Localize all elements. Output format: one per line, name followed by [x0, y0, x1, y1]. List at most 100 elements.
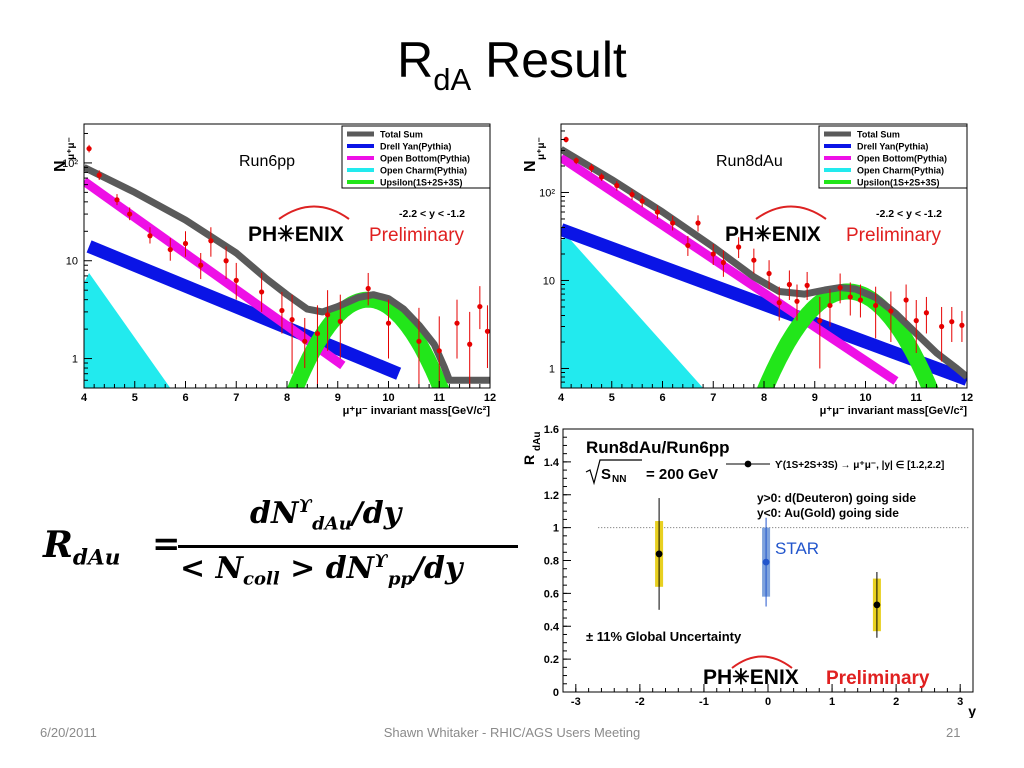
- x-tick-label: 6: [659, 392, 665, 404]
- open-charm-band: [561, 234, 704, 388]
- data-point: [710, 251, 716, 257]
- data-point: [416, 338, 422, 344]
- formula-numerator: dNϒdAu/dy: [250, 496, 402, 535]
- data-point: [385, 320, 392, 326]
- y-tick-label: 1: [549, 363, 555, 375]
- x-tick-label: -3: [571, 696, 581, 708]
- y-axis-label: N: [522, 160, 539, 172]
- x-tick-label: 4: [81, 392, 88, 404]
- phenix-data-point: [655, 550, 663, 558]
- data-point: [147, 233, 153, 239]
- x-tick-label: 9: [335, 392, 341, 404]
- slide-title: RdA Result: [0, 30, 1024, 97]
- note-gold: y<0: Au(Gold) going side: [757, 506, 899, 520]
- data-point: [467, 341, 473, 347]
- open-bottom-band: [84, 177, 346, 370]
- data-point: [114, 197, 120, 203]
- phenix-logo-arc: [731, 655, 793, 669]
- note-deuteron: y>0: d(Deuteron) going side: [757, 491, 916, 505]
- data-point: [96, 172, 102, 178]
- global-uncertainty-label: ± 11% Global Uncertainty: [586, 629, 742, 644]
- rdau-formula: RdAu = dNϒdAu/dy < Ncoll > dNϒpp/dy: [40, 496, 518, 596]
- star-label: STAR: [775, 539, 819, 558]
- data-point: [484, 328, 490, 334]
- data-point: [302, 338, 308, 344]
- footer-page-number: 21: [946, 725, 961, 740]
- x-tick-label: 10: [382, 392, 394, 404]
- x-tick-label: 4: [558, 392, 565, 404]
- data-point: [563, 136, 569, 143]
- preliminary-label: Preliminary: [846, 225, 942, 246]
- x-tick-label: 2: [893, 696, 899, 708]
- drell-yan-band: [86, 240, 402, 380]
- phenix-logo-arc: [278, 205, 350, 220]
- data-point: [873, 302, 879, 309]
- data-point: [127, 211, 133, 217]
- data-point: [766, 270, 772, 277]
- phenix-data-point: [873, 601, 881, 609]
- open-charm-band: [84, 272, 171, 388]
- legend-entry: ϒ(1S+2S+3S) → μ⁺μ⁻, |y| ∈ [1.2,2.2]: [775, 460, 944, 471]
- x-tick-label: 10: [859, 392, 871, 404]
- phenix-logo: PH✳ENIX: [703, 666, 799, 689]
- x-tick-label: 7: [233, 392, 239, 404]
- title-subscript: dA: [433, 62, 472, 97]
- data-point: [614, 182, 620, 189]
- x-axis-label: y: [968, 703, 976, 718]
- x-tick-label: 11: [910, 392, 922, 404]
- x-tick-label: 8: [284, 392, 290, 404]
- drell-yan-band: [561, 223, 967, 386]
- x-tick-label: 9: [812, 392, 818, 404]
- sqrt-s-subscript: NN: [612, 474, 626, 485]
- legend-entry: Total Sum: [857, 130, 900, 140]
- data-point: [629, 191, 635, 198]
- rapidity-cut-label: -2.2 < y < -1.2: [876, 208, 942, 220]
- data-point: [923, 310, 929, 316]
- y-tick-label: 10: [66, 256, 78, 268]
- legend-entry: Open Charm(Pythia): [380, 166, 467, 176]
- data-point: [314, 330, 321, 337]
- data-point: [588, 165, 595, 171]
- open-bottom-band: [561, 153, 899, 385]
- run-label: Run6pp: [239, 153, 295, 170]
- data-point: [573, 158, 579, 164]
- y-tick-label: 0.6: [544, 588, 559, 600]
- plot-area: [84, 144, 490, 388]
- y-tick-label: 0.8: [544, 556, 559, 568]
- footer-center: Shawn Whitaker - RHIC/AGS Users Meeting: [383, 725, 641, 740]
- phenix-logo: PH✳ENIX: [248, 223, 344, 246]
- data-point: [959, 322, 965, 328]
- x-tick-label: 11: [433, 392, 445, 404]
- phenix-logo-arc: [755, 205, 827, 220]
- data-point: [913, 317, 919, 324]
- y-axis-label-subscript: dAu: [532, 432, 543, 451]
- rdau-rapidity-chart: -3 -2 -1 0 1 2 3 0 0.2 0.4 0.6 0.8 1 1.2 1.4 1.6 y RdAu Ru…: [521, 424, 976, 718]
- x-tick-label: 12: [961, 392, 973, 404]
- y-tick-label: 0: [553, 687, 559, 699]
- data-point: [337, 318, 343, 324]
- footer-date: 6/20/2011: [40, 725, 97, 740]
- title-main: R: [397, 32, 434, 88]
- data-point: [670, 220, 676, 226]
- data-point: [182, 240, 189, 247]
- data-point: [454, 320, 460, 326]
- formula-lhs: RdAu: [43, 524, 121, 571]
- data-point: [804, 282, 810, 288]
- x-tick-label: 5: [609, 392, 615, 404]
- legend-entry: Drell Yan(Pythia): [857, 142, 928, 152]
- data-point: [167, 246, 173, 253]
- fraction-bar: [178, 545, 518, 548]
- plot-area: [561, 136, 967, 388]
- y-axis-label: N: [52, 160, 69, 172]
- data-point: [223, 258, 229, 264]
- y-tick-label: 1: [553, 523, 559, 535]
- y-tick-label: 1.2: [544, 490, 559, 502]
- data-point: [847, 294, 853, 300]
- total-sum-curve: [84, 164, 490, 384]
- data-point: [736, 244, 742, 250]
- data-point: [837, 284, 843, 291]
- data-point: [857, 297, 864, 303]
- phenix-logo: PH✳ENIX: [725, 223, 821, 246]
- run6pp-mass-chart: 4 5 6 7 8 9 10 11 12 1 10 10² μ⁺μ⁻ invariant mass[Ge…: [52, 123, 496, 417]
- data-point: [695, 220, 701, 226]
